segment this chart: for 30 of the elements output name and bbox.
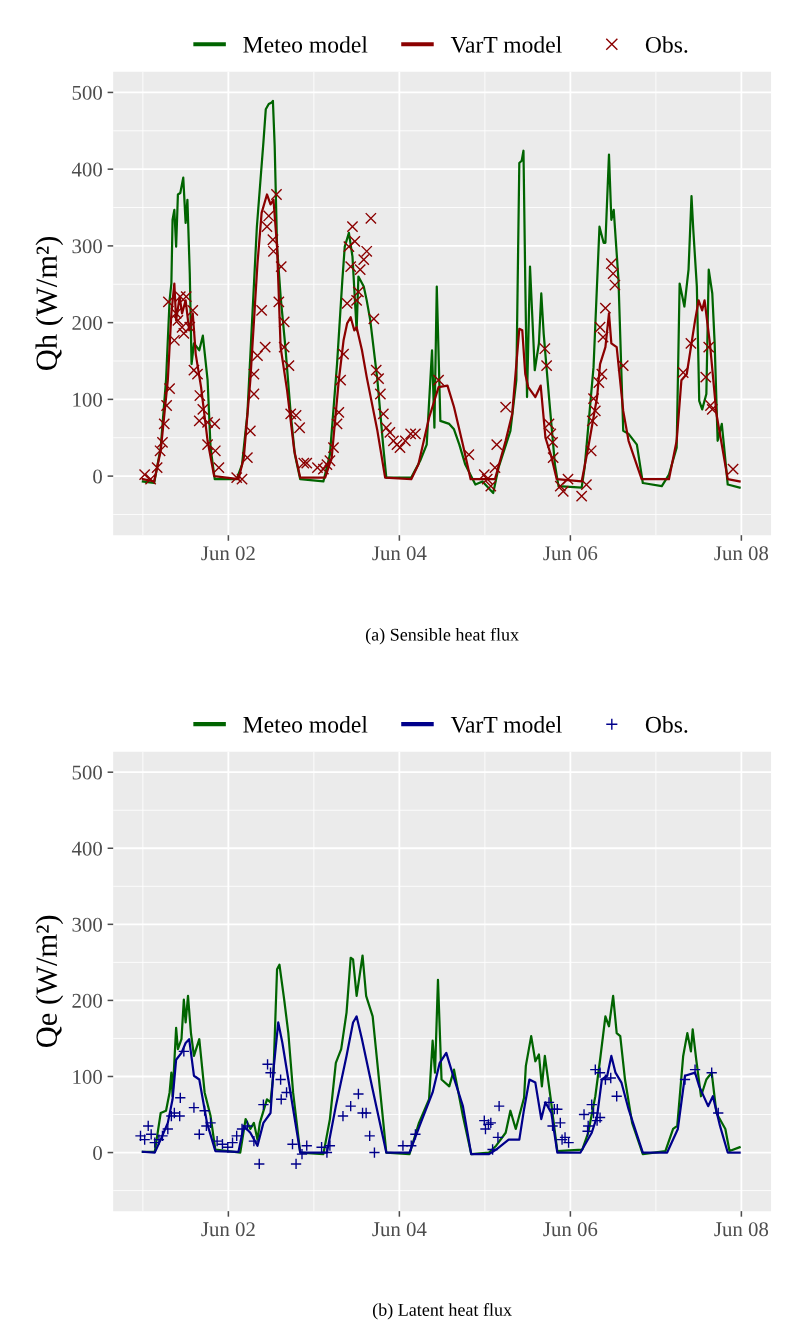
y-tick-label: 500: [72, 765, 102, 780]
y-tick-label: 0: [93, 469, 102, 484]
y-axis-title: Qe (W/m²): [35, 915, 64, 1048]
legend-label: VarT model: [450, 36, 562, 53]
y-tick-label: 100: [73, 1069, 102, 1084]
legend-label: VarT model: [450, 716, 562, 733]
x-tick-label: Jun 06: [543, 546, 598, 561]
x-tick-label: Jun 06: [543, 1222, 598, 1237]
legend-label: Meteo model: [243, 36, 368, 53]
y-axis-title: Qh (W/m²): [35, 237, 64, 370]
x-tick-label: Jun 04: [372, 1222, 427, 1237]
y-tick-label: 500: [72, 85, 102, 100]
y-tick-label: 300: [72, 239, 102, 254]
text: (b) Latent heat flux: [372, 1303, 512, 1320]
x-tick-label: Jun 04: [372, 546, 427, 561]
y-tick-label: 100: [73, 392, 102, 407]
y-tick-label: 300: [72, 917, 102, 932]
y-tick-label: 200: [72, 993, 102, 1008]
legend-label: Obs.: [645, 716, 688, 733]
text: (a) Sensible heat flux: [365, 627, 519, 645]
x-tick-label: Jun 02: [201, 1222, 255, 1237]
y-tick-label: 400: [71, 841, 102, 856]
x-tick-label: Jun 08: [714, 546, 769, 561]
legend-label: Meteo model: [243, 716, 368, 733]
y-tick-label: 400: [71, 162, 102, 177]
y-tick-label: 200: [72, 316, 102, 331]
x-tick-label: Jun 08: [714, 1222, 769, 1237]
legend-label: Obs.: [645, 36, 688, 53]
y-tick-label: 0: [93, 1145, 102, 1160]
x-tick-label: Jun 02: [201, 546, 255, 561]
